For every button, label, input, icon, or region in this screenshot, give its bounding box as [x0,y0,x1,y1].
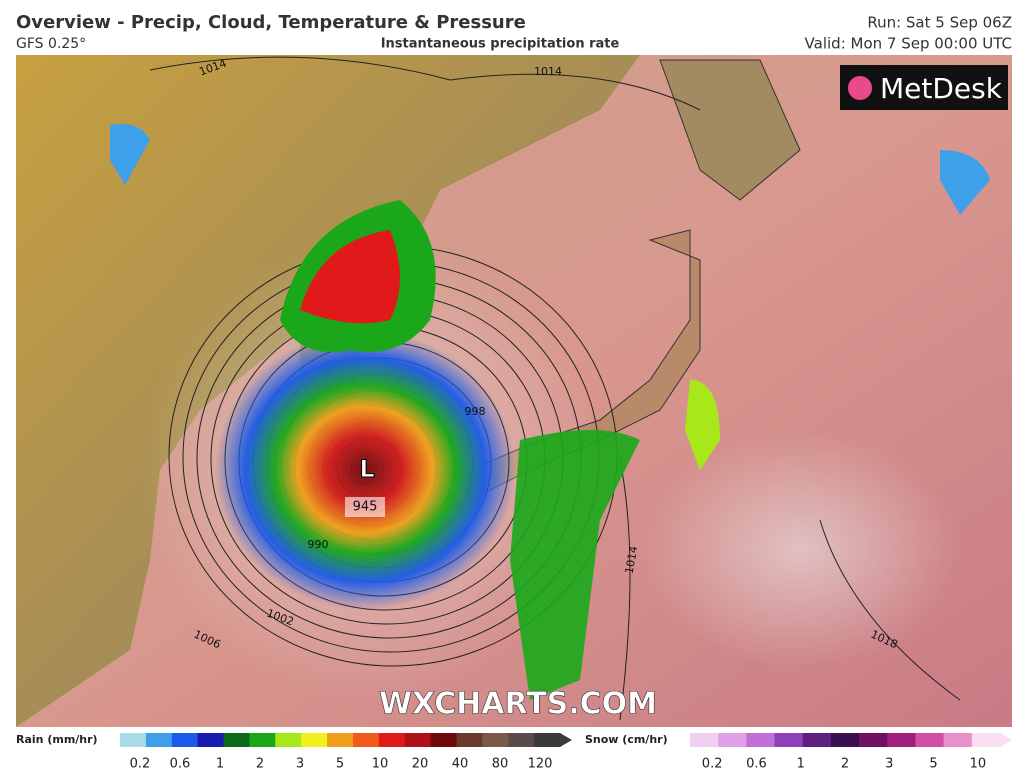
legend-swatch [971,733,1001,747]
legend-swatch [430,733,457,747]
legend-tick: 3 [296,757,304,772]
isobar-label: 1014 [534,65,562,78]
legend-swatch [327,733,354,747]
isobar [149,56,701,111]
rain-band [510,430,640,700]
legend-swatch [171,733,199,747]
snow-label: Snow (cm/hr) [585,733,668,746]
legend-swatch [301,733,328,747]
legend-swatch [802,733,832,747]
rain-cell [940,150,990,215]
legend-tick: 10 [372,757,389,772]
legend-swatch [508,733,535,747]
legend-swatch [774,733,804,747]
legend-tick: 0.6 [746,757,767,772]
rain-band-core [300,230,400,324]
valid: Valid: Mon 7 Sep 00:00 UTC [805,35,1012,53]
legend-swatch [718,733,747,747]
hokkaido-sakhalin [659,59,801,201]
legend-tick: 2 [841,757,849,772]
watermark: WXCHARTS.COM [379,687,657,722]
legend-swatch [456,733,483,747]
legend-tick: 40 [452,757,469,772]
legend-tick: 3 [885,757,893,772]
title: Overview - Precip, Cloud, Temperature & … [16,12,526,33]
legend-tick: 80 [492,757,509,772]
isobar [619,459,631,721]
legend-tick: 1 [797,757,805,772]
isobar-label: 1014 [623,545,641,575]
legend-tick: 10 [970,757,987,772]
legend-swatch [249,733,276,747]
isobar-label: 990 [308,538,329,551]
legend-swatch [120,733,147,747]
isobar [819,519,961,701]
legend-swatch [145,733,173,747]
legend-swatch [859,733,888,747]
legend-tick: 0.2 [130,757,151,772]
legend-swatch [887,733,916,747]
legend-arrow [560,733,572,747]
rain-core [215,330,515,610]
isobar-label: 998 [465,405,486,418]
legend-swatch [197,733,225,747]
cloud [640,430,960,670]
legend-swatch [746,733,776,747]
legend-swatch [223,733,250,747]
legend-tick: 5 [929,757,937,772]
legend-tick: 0.2 [702,757,723,772]
rain-cell [685,380,720,470]
legend-tick: 1 [216,757,224,772]
legend-swatch [378,733,406,747]
legend-swatch [915,733,945,747]
low-label: L [359,455,374,483]
legend-tick: 120 [528,757,553,772]
legend-swatch [352,733,380,747]
legend-swatch [275,733,302,747]
legend-swatch [690,733,719,747]
run: Run: Sat 5 Sep 06Z [867,14,1012,32]
model: GFS 0.25° [16,36,86,52]
rain-label: Rain (mm/hr) [16,733,98,746]
legend-arrow [1000,733,1012,747]
subtitle: Instantaneous precipitation rate [381,37,620,52]
legend-tick: 2 [256,757,264,772]
low-pressure-box [345,497,385,517]
legend-swatch [482,733,509,747]
legend-swatch [534,733,561,747]
legend-tick: 5 [336,757,344,772]
legend-swatch [830,733,860,747]
legend-tick: 0.6 [170,757,191,772]
logo: MetDesk [880,72,1003,105]
rain-cell [110,124,150,185]
legend-swatch [404,733,432,747]
logo-icon [848,76,872,100]
mainland [16,55,640,727]
legend-swatch [943,733,973,747]
low-pressure: 945 [353,500,378,515]
legend-tick: 20 [412,757,429,772]
